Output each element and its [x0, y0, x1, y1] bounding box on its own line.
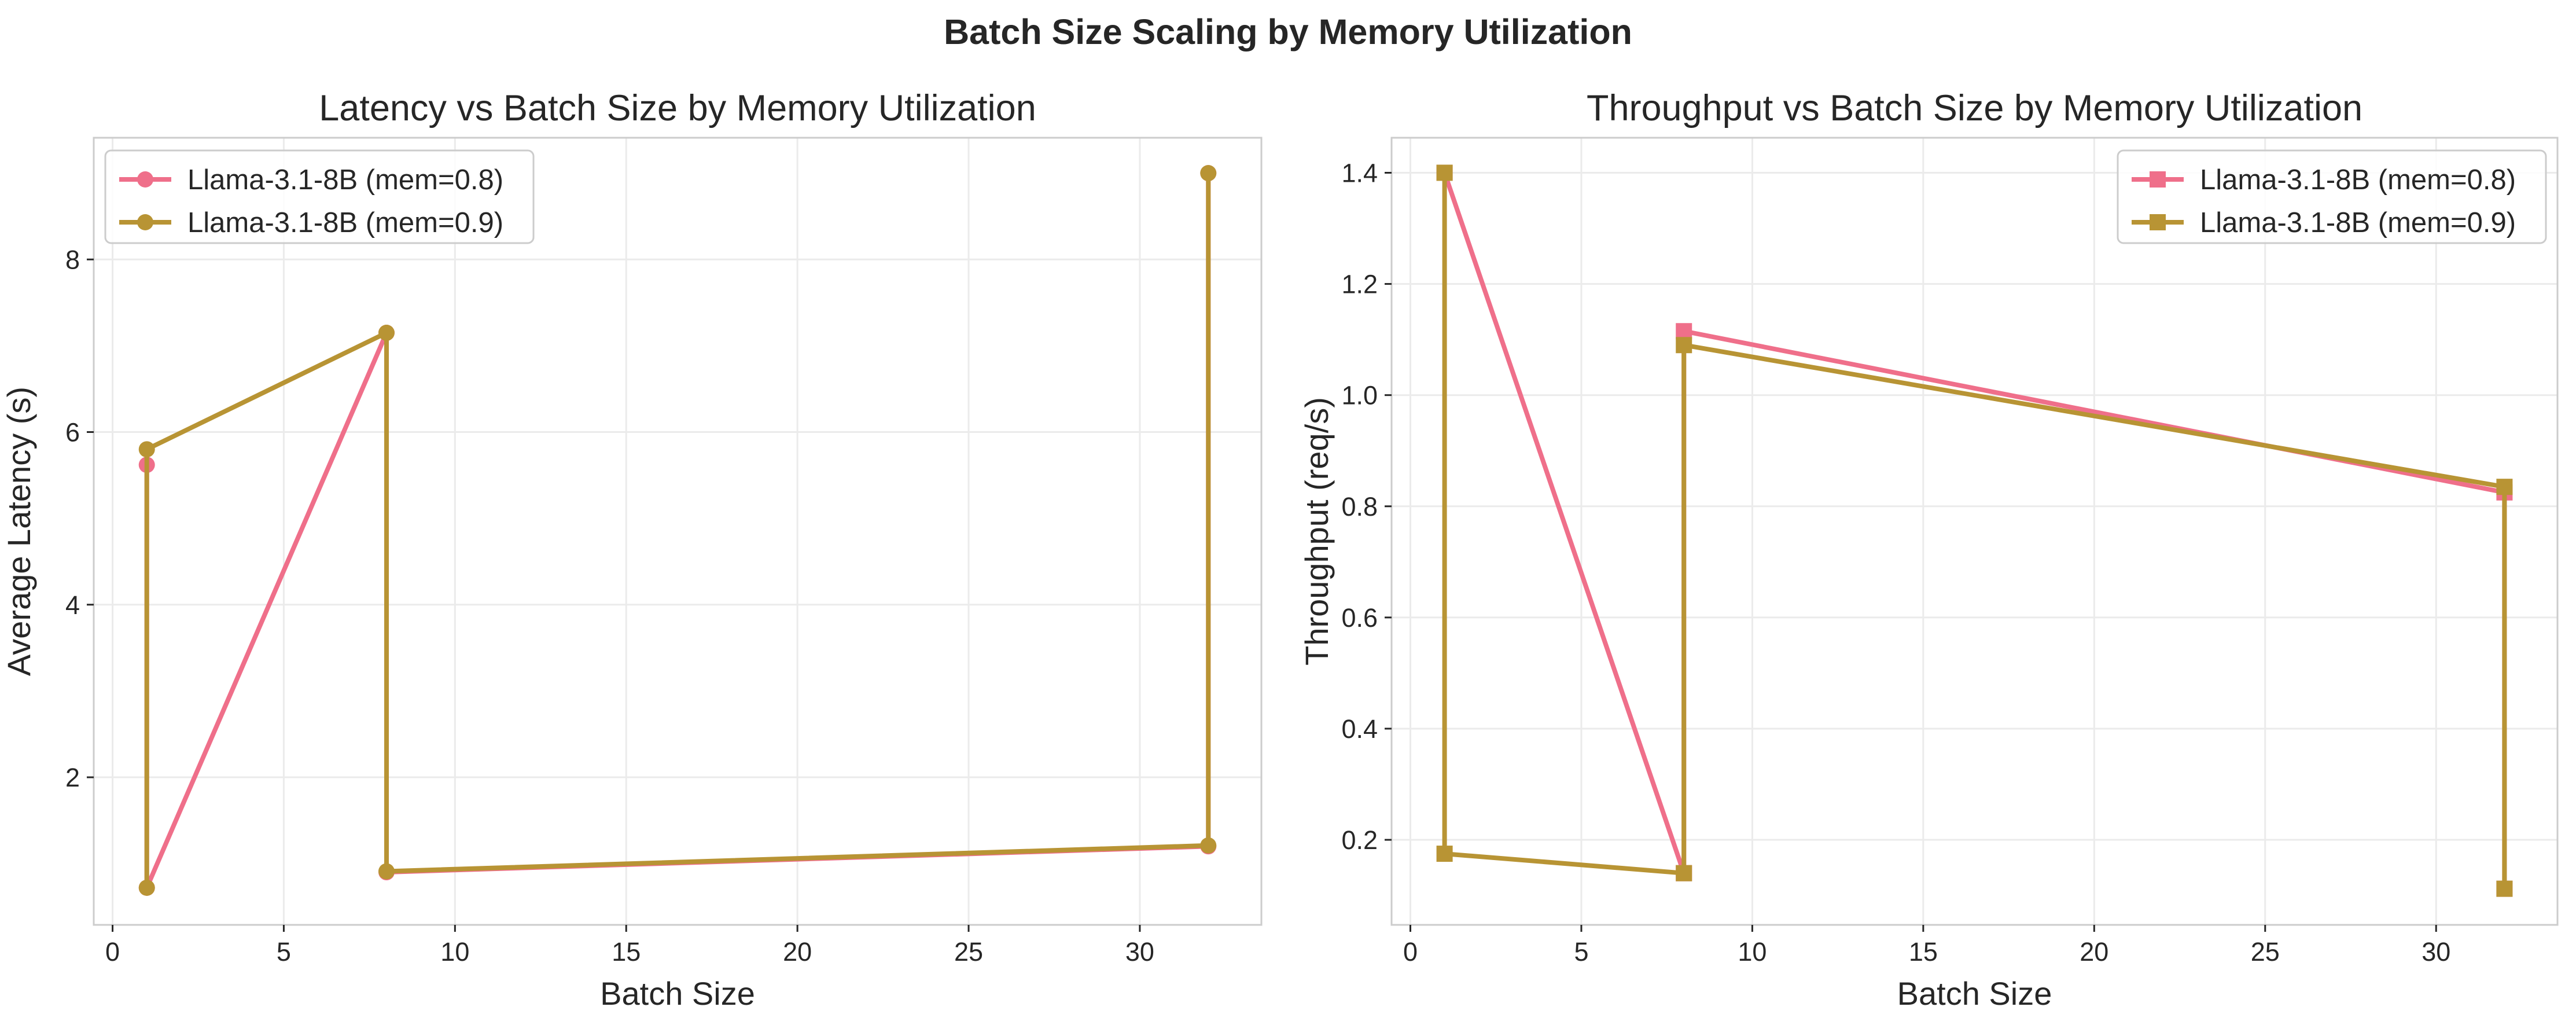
x-tick-label: 0: [105, 937, 120, 967]
y-tick-label: 4: [65, 590, 80, 620]
legend: Llama-3.1-8B (mem=0.8) Llama-3.1-8B (mem=…: [2117, 149, 2547, 244]
legend-label: Llama-3.1-8B (mem=0.9): [187, 207, 503, 238]
series: [138, 165, 1217, 896]
x-tick-label: 30: [2422, 937, 2450, 967]
legend-marker: [137, 171, 153, 188]
data-point-marker: [1676, 865, 1692, 881]
data-point-marker: [378, 325, 395, 341]
x-tick-label: 10: [1738, 937, 1767, 967]
x-tick-label: 0: [1403, 937, 1418, 967]
latency-panel: 0 5 10 15 20 25 30 2 4 6 8 Latency vs Batch Size by…: [1, 88, 1263, 1012]
series-line: [144, 171, 1211, 890]
x-axis-label: Batch Size: [1897, 975, 2052, 1012]
legend-label: Llama-3.1-8B (mem=0.8): [187, 164, 503, 196]
legend-box: [104, 149, 535, 244]
y-tick-label: 1.2: [1341, 270, 1378, 299]
y-axis-label: Average Latency (s): [1, 387, 37, 676]
x-tick-label: 30: [1125, 937, 1154, 967]
data-point-marker: [1436, 846, 1453, 862]
x-tick-label: 20: [2080, 937, 2108, 967]
x-tick-label: 5: [277, 937, 291, 967]
y-axis-label: Throughput (req/s): [1298, 397, 1335, 666]
x-tick-label: 25: [2251, 937, 2280, 967]
data-point-marker: [1676, 323, 1692, 340]
x-tick-label: 20: [783, 937, 812, 967]
y-tick-label: 1.0: [1341, 381, 1378, 410]
data-point-marker: [2496, 479, 2513, 495]
y-tick-label: 0.6: [1341, 603, 1378, 633]
throughput-panel: 0 5 10 15 20 25 30 0.2 0.4 0.6 0.8 1.0 1.2 1.4 Through…: [1298, 88, 2559, 1012]
x-tick-label: 10: [440, 937, 469, 967]
legend-label: Llama-3.1-8B (mem=0.8): [2200, 164, 2516, 196]
y-tick-label: 8: [65, 245, 80, 274]
data-point-marker: [1200, 165, 1217, 182]
x-axis-label: Batch Size: [600, 975, 755, 1012]
legend-marker: [2150, 214, 2166, 230]
figure-title: Batch Size Scaling by Memory Utilization: [944, 12, 1632, 52]
x-tick-label: 15: [1909, 937, 1938, 967]
legend-marker: [2150, 171, 2166, 188]
x-tick-label: 15: [612, 937, 641, 967]
legend-label: Llama-3.1-8B (mem=0.9): [2200, 207, 2516, 238]
y-tick-label: 2: [65, 763, 80, 792]
y-tick-label: 0.2: [1341, 825, 1378, 855]
panel-title: Latency vs Batch Size by Memory Utilizat…: [319, 88, 1036, 128]
y-tick-label: 0.8: [1341, 492, 1378, 521]
data-point-marker: [1200, 837, 1217, 854]
y-tick-label: 1.4: [1341, 159, 1378, 188]
data-point-marker: [138, 441, 155, 458]
plot-frame: [1390, 137, 2559, 926]
data-point-marker: [1436, 164, 1453, 181]
legend-box: [2117, 149, 2547, 244]
x-tick-label: 25: [954, 937, 983, 967]
panel-title: Throughput vs Batch Size by Memory Utili…: [1587, 88, 2362, 128]
legend-marker: [137, 214, 153, 230]
data-point-marker: [378, 863, 395, 880]
series: [1436, 164, 2513, 897]
data-point-marker: [138, 879, 155, 896]
y-tick-label: 0.4: [1341, 714, 1378, 744]
legend: Llama-3.1-8B (mem=0.8) Llama-3.1-8B (mem=…: [104, 149, 535, 244]
y-tick-label: 6: [65, 418, 80, 447]
x-tick-label: 5: [1574, 937, 1588, 967]
plot-frame: [93, 137, 1263, 926]
data-point-marker: [2496, 880, 2513, 897]
series-line: [1442, 170, 2507, 891]
data-point-marker: [1676, 337, 1692, 354]
